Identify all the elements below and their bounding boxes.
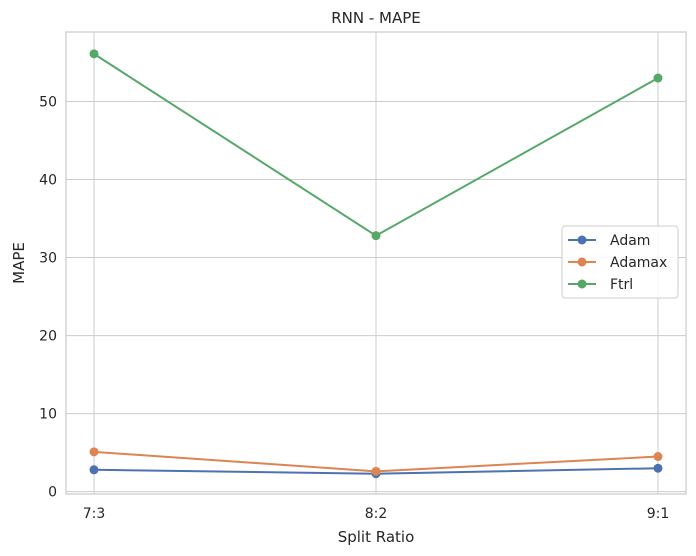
data-point-ftrl: [89, 49, 99, 59]
legend-label-adam: Adam: [610, 233, 650, 249]
y-tick-label: 50: [39, 94, 57, 110]
data-point-adam: [89, 465, 99, 475]
legend-marker-ftrl: [577, 279, 587, 289]
data-point-ftrl: [371, 231, 381, 241]
chart-title: RNN - MAPE: [331, 9, 421, 27]
y-tick-label: 10: [39, 407, 57, 423]
legend-marker-adam: [577, 235, 587, 245]
y-tick-label: 40: [39, 172, 57, 188]
data-point-adamax: [371, 466, 381, 476]
data-point-adamax: [653, 452, 663, 462]
plot-frame: [65, 31, 687, 495]
legend-box: [561, 225, 679, 299]
y-tick-label: 30: [39, 251, 57, 267]
data-point-ftrl: [653, 73, 663, 83]
data-point-adam: [653, 463, 663, 473]
y-tick-label: 0: [48, 485, 57, 501]
data-point-adamax: [89, 447, 99, 457]
x-tick-labels: 7:3 8:2 9:1: [83, 506, 670, 522]
legend-marker-adamax: [577, 257, 587, 267]
x-tick-label: 7:3: [83, 506, 106, 522]
legend-label-ftrl: Ftrl: [610, 277, 633, 293]
legend: Adam Adamax Ftrl: [561, 225, 679, 299]
y-tick-label: 20: [39, 329, 57, 345]
y-tick-labels: 0 10 20 30 40 50: [39, 94, 57, 500]
x-axis-label: Split Ratio: [338, 528, 415, 546]
x-tick-label: 8:2: [365, 506, 388, 522]
x-tick-label: 9:1: [647, 506, 670, 522]
series-group: [89, 49, 663, 479]
legend-label-adamax: Adamax: [610, 255, 667, 271]
y-axis-label: MAPE: [10, 242, 28, 284]
